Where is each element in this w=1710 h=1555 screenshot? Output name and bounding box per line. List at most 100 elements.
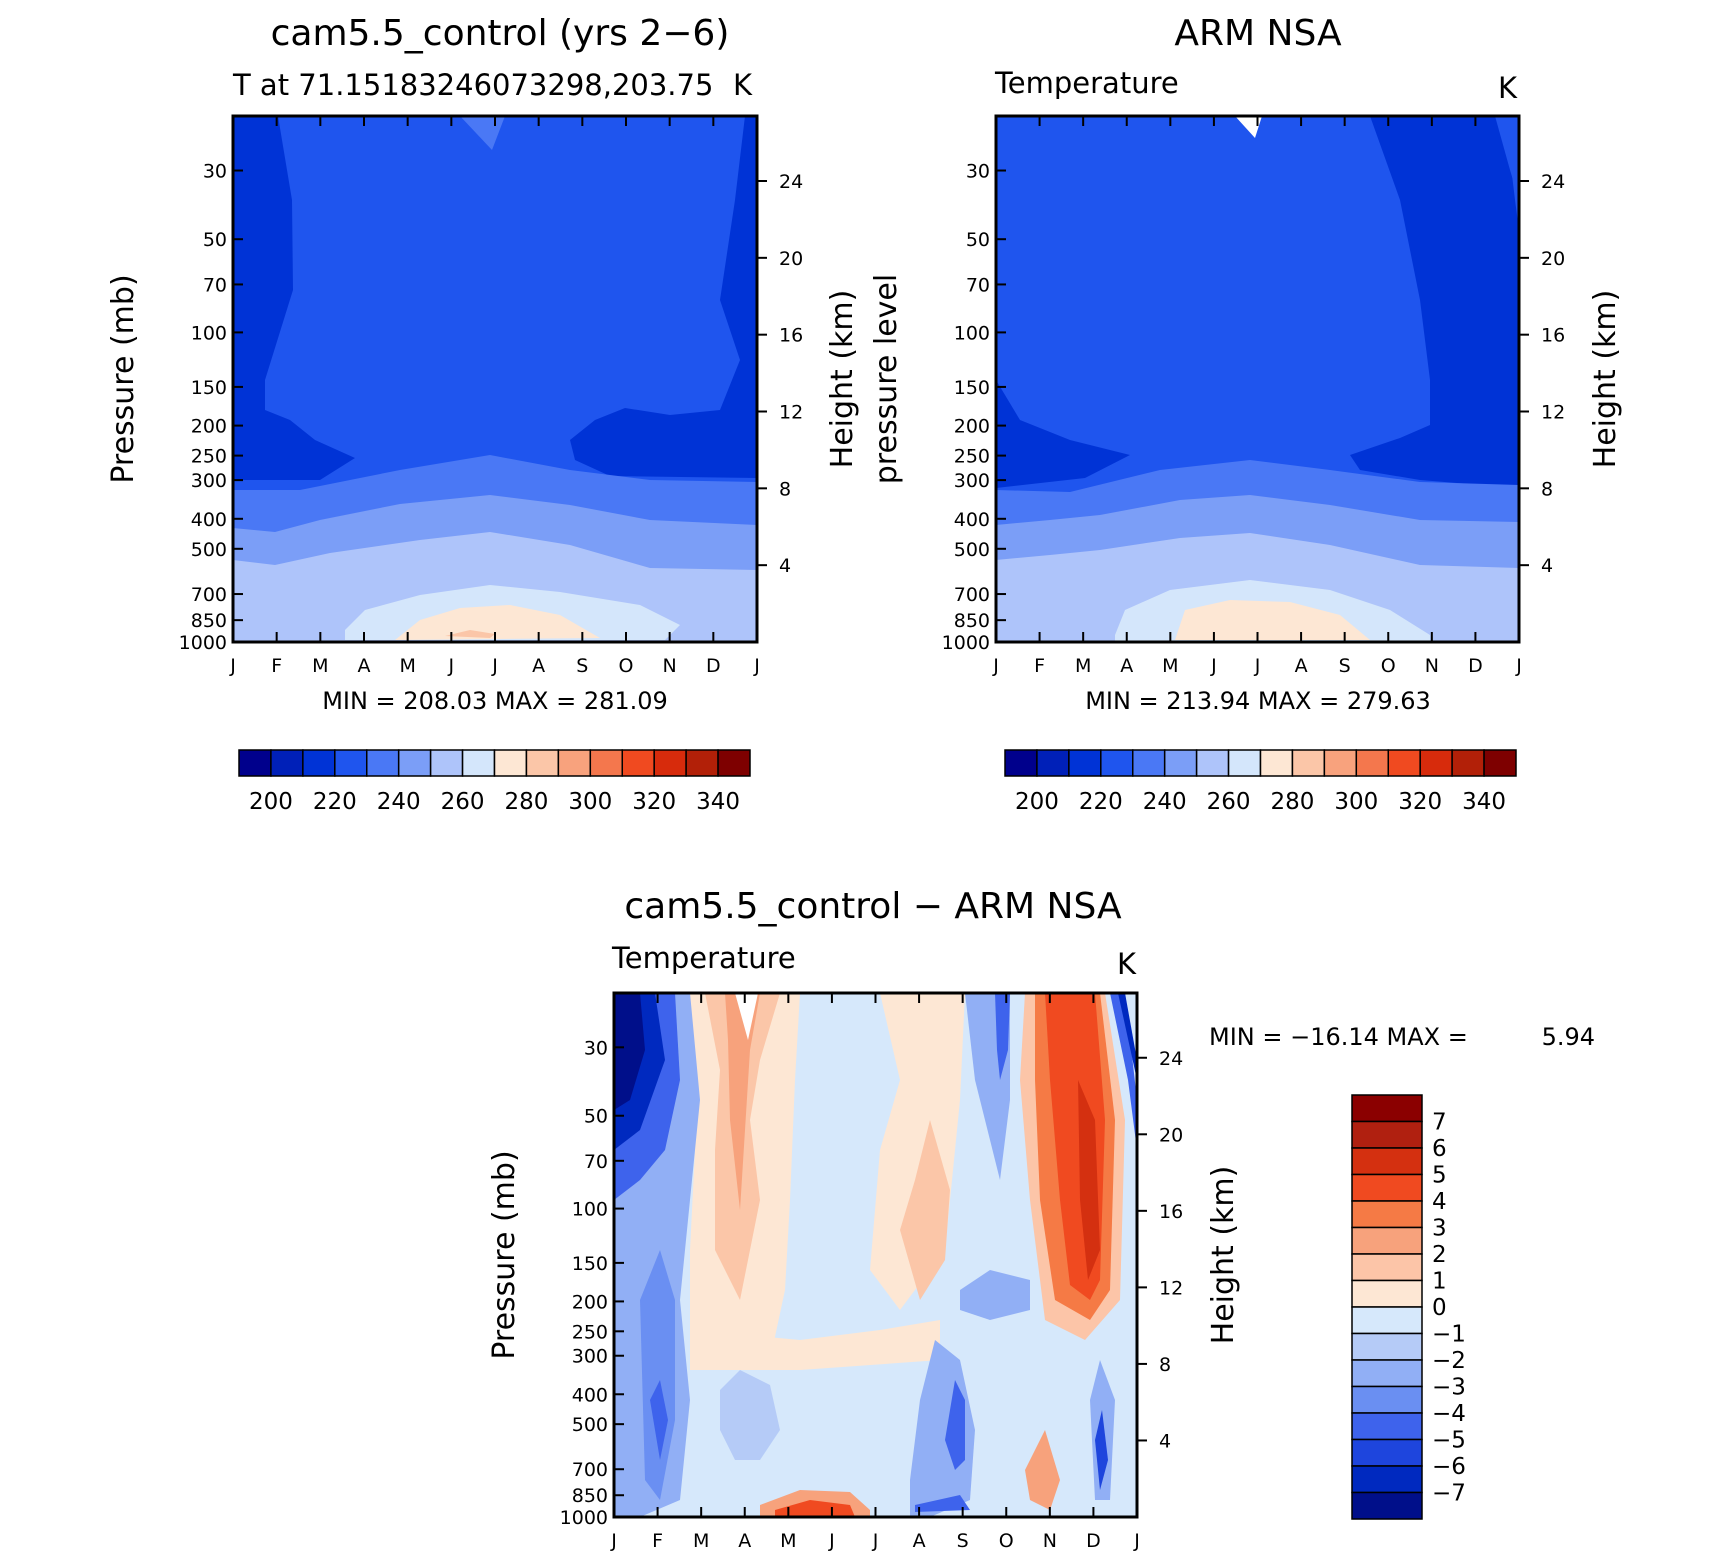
pressure-tick-label: 400 <box>191 509 227 531</box>
colorbar-swatch <box>1351 1385 1423 1414</box>
colorbar-swatch <box>1163 749 1198 777</box>
panel-model: cam5.5_control (yrs 2−6) T at 71.1518324… <box>106 13 860 815</box>
pressure-tick-label: 70 <box>966 274 990 296</box>
pressure-tick-label: 850 <box>572 1485 608 1507</box>
colorbar-swatch <box>1355 749 1389 777</box>
contour-fill-cold-sep-surface <box>915 1495 970 1512</box>
pressure-tick-label: 300 <box>572 1346 608 1368</box>
height-tick-label: 12 <box>1159 1277 1183 1299</box>
pressure-tick-label: 850 <box>954 610 990 632</box>
month-tick-label: N <box>1425 655 1439 677</box>
month-tick-label: J <box>448 655 455 677</box>
colorbar-swatch <box>1227 749 1262 777</box>
height-tick-label: 12 <box>1541 402 1565 424</box>
colorbar-label: 260 <box>441 789 485 815</box>
month-tick-label: D <box>1086 1530 1101 1551</box>
panel-model-units: K <box>733 68 753 102</box>
month-tick-label: N <box>1043 1530 1057 1551</box>
month-tick-label: M <box>780 1530 796 1551</box>
contour-fill-troposphere-6 <box>445 630 495 638</box>
colorbar-label: 280 <box>1270 789 1314 815</box>
month-tick-label: S <box>1339 655 1351 677</box>
colorbar-swatch <box>270 749 304 777</box>
colorbar-swatch <box>1036 749 1070 777</box>
height-tick-label: 20 <box>779 248 803 270</box>
contour-fill-warm-lobe-2 <box>725 993 760 1210</box>
contour-fill-warm-tip <box>460 116 505 150</box>
colorbar-label: 300 <box>1334 789 1378 815</box>
colorbar-swatch <box>1351 1226 1423 1255</box>
colorbar-swatch <box>717 749 751 777</box>
contour-fill-warm-surface-nov <box>1025 1430 1060 1510</box>
colorbar-label: 1 <box>1432 1269 1447 1295</box>
colorbar-label: 0 <box>1432 1295 1447 1321</box>
contour-fill-troposphere-5 <box>395 605 600 640</box>
colorbar-label: −5 <box>1432 1428 1466 1454</box>
panel-diff-stats-max: 5.94 <box>1542 1023 1595 1051</box>
pressure-tick-label: 1000 <box>179 632 227 654</box>
colorbar-label: 320 <box>632 789 676 815</box>
pressure-tick-label: 50 <box>584 1106 608 1128</box>
height-tick-label: 16 <box>1159 1201 1183 1223</box>
height-tick-label: 4 <box>1541 555 1553 577</box>
colorbar-label: −2 <box>1432 1348 1466 1374</box>
panel-diff-title: cam5.5_control − ARM NSA <box>624 886 1122 927</box>
month-tick-label: D <box>1468 655 1483 677</box>
colorbar-swatch <box>1351 1120 1423 1149</box>
contour-fill-cold-feb-lower-1 <box>640 1250 675 1500</box>
pressure-tick-label: 30 <box>966 161 990 183</box>
height-tick-label: 12 <box>779 402 803 424</box>
month-tick-label: F <box>652 1530 663 1551</box>
colorbar-label: 4 <box>1432 1189 1447 1215</box>
month-tick-label: O <box>1381 655 1396 677</box>
colorbar-swatch <box>557 749 592 777</box>
height-tick-label: 16 <box>779 325 803 347</box>
pressure-tick-label: 300 <box>954 470 990 492</box>
pressure-tick-label: 200 <box>572 1291 608 1313</box>
panel-model-ylabel: Pressure (mb) <box>106 274 141 483</box>
colorbar-swatch <box>366 749 400 777</box>
month-tick-label: F <box>1034 655 1045 677</box>
month-tick-label: F <box>271 655 282 677</box>
colorbar-swatch <box>1387 749 1421 777</box>
colorbar-label: 220 <box>313 789 357 815</box>
contour-fill-cold-jan-4 <box>614 993 645 1110</box>
month-tick-label: J <box>1254 655 1261 677</box>
panel-diff-height-ticks: 24 20 16 12 8 4 <box>1137 1048 1183 1452</box>
colorbar-label: 240 <box>377 789 421 815</box>
month-tick-label: J <box>828 1530 835 1551</box>
contour-fill-cold-jun-lobe <box>720 1370 780 1460</box>
colorbar-swatch <box>621 749 655 777</box>
panel-diff-ylabel-right: Height (km) <box>1206 1166 1241 1345</box>
colorbar-swatch <box>493 749 528 777</box>
panel-model-height-ticks: 24 20 16 12 8 4 <box>757 171 803 577</box>
colorbar-swatch <box>1068 749 1102 777</box>
panel-model-ylabel-right: Height (km) <box>825 290 860 469</box>
month-tick-label: J <box>1515 655 1522 677</box>
colorbar-label: −6 <box>1432 1454 1466 1480</box>
colorbar-swatch <box>1351 1279 1423 1308</box>
colorbar-label: 2 <box>1432 1242 1447 1268</box>
colorbar-swatch <box>1351 1465 1423 1494</box>
colorbar-swatch <box>1351 1491 1423 1520</box>
pressure-tick-label: 100 <box>191 322 227 344</box>
colorbar-swatch <box>525 749 560 777</box>
contour-fill-cold-right-edge <box>1110 993 1137 1150</box>
month-tick-label: A <box>1120 655 1133 677</box>
contour-fill-missing-notch <box>735 993 758 1040</box>
height-tick-label: 4 <box>779 555 791 577</box>
contour-fill-cold-oct-column-2 <box>995 993 1010 1080</box>
pressure-tick-label: 50 <box>966 229 990 251</box>
panel-obs-title: ARM NSA <box>1174 13 1342 54</box>
colorbar-swatch <box>1351 1173 1423 1202</box>
height-tick-label: 4 <box>1159 1430 1171 1452</box>
panel-model-subtitle: T at 71.15183246073298,203.75 <box>232 68 713 102</box>
contour-fill-warm-surface-2 <box>775 1500 855 1517</box>
colorbar-label: 340 <box>1462 789 1506 815</box>
panel-model-contours <box>233 116 757 642</box>
colorbar-swatch <box>238 749 272 777</box>
contour-fill-cold-sep-1 <box>910 1340 975 1517</box>
